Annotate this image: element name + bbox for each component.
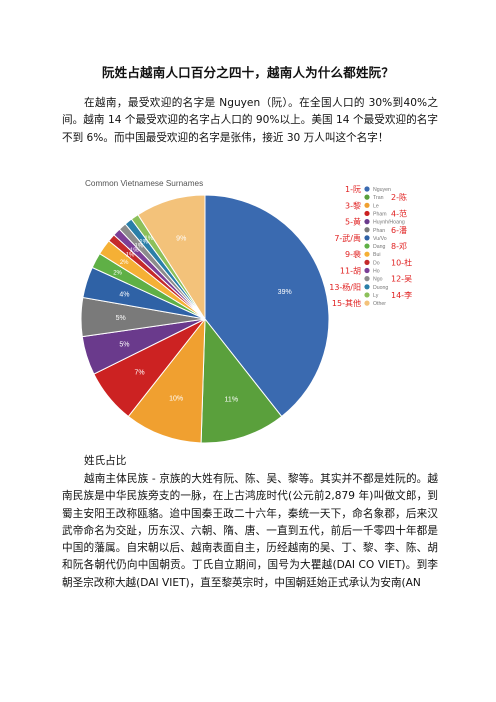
pie-slice-le — [127, 317, 206, 444]
pie-label: 1% — [139, 240, 148, 246]
pie-label: 2% — [120, 260, 129, 266]
legend-swatch — [364, 194, 370, 200]
legend-annotation: 12-吴 — [391, 275, 412, 284]
pie-label: 4% — [119, 291, 129, 298]
legend-annotation: 7-武/禹 — [334, 233, 361, 243]
pie-label: 1% — [130, 248, 139, 254]
surname-pie-chart: Common Vietnamese Surnames 39% 11% 10% 7% 5%… — [77, 173, 419, 453]
legend-swatch — [364, 292, 370, 298]
legend-swatch — [364, 276, 370, 282]
legend-annotation: 5-黄 — [345, 217, 361, 227]
legend-label: Other — [373, 301, 386, 307]
legend-swatch — [364, 284, 370, 290]
legend-label: Huynh/Hoang — [373, 220, 405, 226]
legend-annotation: 13-杨/阳 — [329, 282, 361, 292]
pie-label: 39% — [278, 289, 292, 296]
legend-label: Ho — [373, 269, 380, 275]
legend-swatch — [364, 300, 370, 306]
pie-label: 1% — [135, 244, 144, 250]
pie-slice-tran — [200, 317, 283, 444]
pie-label: 10% — [169, 396, 183, 403]
legend-label: Dang — [373, 244, 386, 250]
legend-label: Bui — [373, 252, 381, 258]
legend-swatch — [364, 243, 370, 249]
legend-label: Le — [373, 203, 379, 209]
pie-slice-nguyen — [204, 194, 330, 418]
legend-annotation: 4-范 — [391, 208, 407, 218]
body-paragraph: 越南主体民族 - 京族的大姓有阮、陈、吴、黎等。其实并不都是姓阮的。越南民族是中… — [62, 473, 438, 589]
legend-swatch — [364, 267, 370, 274]
pie-labels: 39%11%10%7%5%5%4%2%2%1%1%1%1%1% 9% — [113, 236, 291, 404]
legend-label: Ly — [373, 293, 379, 299]
legend-annotation: 2-陈 — [391, 192, 407, 202]
legend-label: Phan — [373, 228, 385, 234]
intro-paragraph: 在越南，最受欢迎的名字是 Nguyen（阮）。在全国人口的 30%到40%之间。… — [62, 97, 438, 144]
pie-label: 5% — [119, 342, 129, 349]
legend-label: Ngo — [373, 277, 383, 283]
pie-label: 1% — [126, 253, 135, 259]
legend-label: Duong — [373, 285, 388, 291]
legend-swatch — [364, 210, 370, 217]
legend-annotation: 10-杜 — [391, 257, 412, 267]
legend-annotations: 1-阮 2-陈 3-黎 4-范 5-黄 6-潘 7-武/禹 8-邓 9-裴 10-杜 11-胡 12-… — [329, 185, 412, 308]
legend-annotation: 1-阮 — [345, 185, 361, 194]
section-heading: 姓氏占比 — [84, 455, 127, 467]
legend-swatch — [364, 259, 370, 265]
pie-label: 9% — [176, 236, 186, 243]
chart-legend: Nguyen Tran Le Pham Huynh/Hoang Phan Vu/Vo Dang… — [364, 186, 405, 307]
legend-annotation: 3-黎 — [345, 200, 361, 210]
legend-label: Pham — [373, 211, 387, 217]
legend-annotation: 14-李 — [391, 290, 412, 300]
legend-label: Vu/Vo — [373, 236, 387, 242]
chart-title: Common Vietnamese Surnames — [85, 179, 203, 188]
pie-label: 1% — [144, 236, 153, 242]
pie-label: 11% — [225, 397, 239, 404]
pie-label: 2% — [113, 271, 122, 277]
legend-label: Nguyen — [373, 187, 391, 193]
legend-swatch — [364, 202, 370, 208]
pie-label: 5% — [116, 315, 126, 322]
article-title: 阮姓占越南人口百分之四十，越南人为什么都姓阮？ — [101, 65, 395, 80]
legend-annotation: 11-胡 — [340, 266, 361, 276]
legend-annotation: 8-邓 — [391, 242, 407, 251]
legend-annotation: 15-其他 — [332, 298, 361, 308]
pie-slice-other — [137, 194, 206, 321]
legend-label: Do — [373, 260, 380, 266]
legend-swatch — [364, 219, 370, 225]
pie-slices — [80, 194, 330, 444]
pie-label: 7% — [134, 370, 144, 377]
legend-annotation: 6-潘 — [391, 225, 407, 235]
legend-label: Tran — [373, 195, 384, 201]
legend-swatch — [364, 251, 370, 257]
legend-swatch — [364, 227, 370, 233]
legend-swatch — [364, 186, 370, 192]
legend-annotation: 9-裴 — [345, 249, 361, 259]
legend-swatch — [364, 235, 370, 241]
